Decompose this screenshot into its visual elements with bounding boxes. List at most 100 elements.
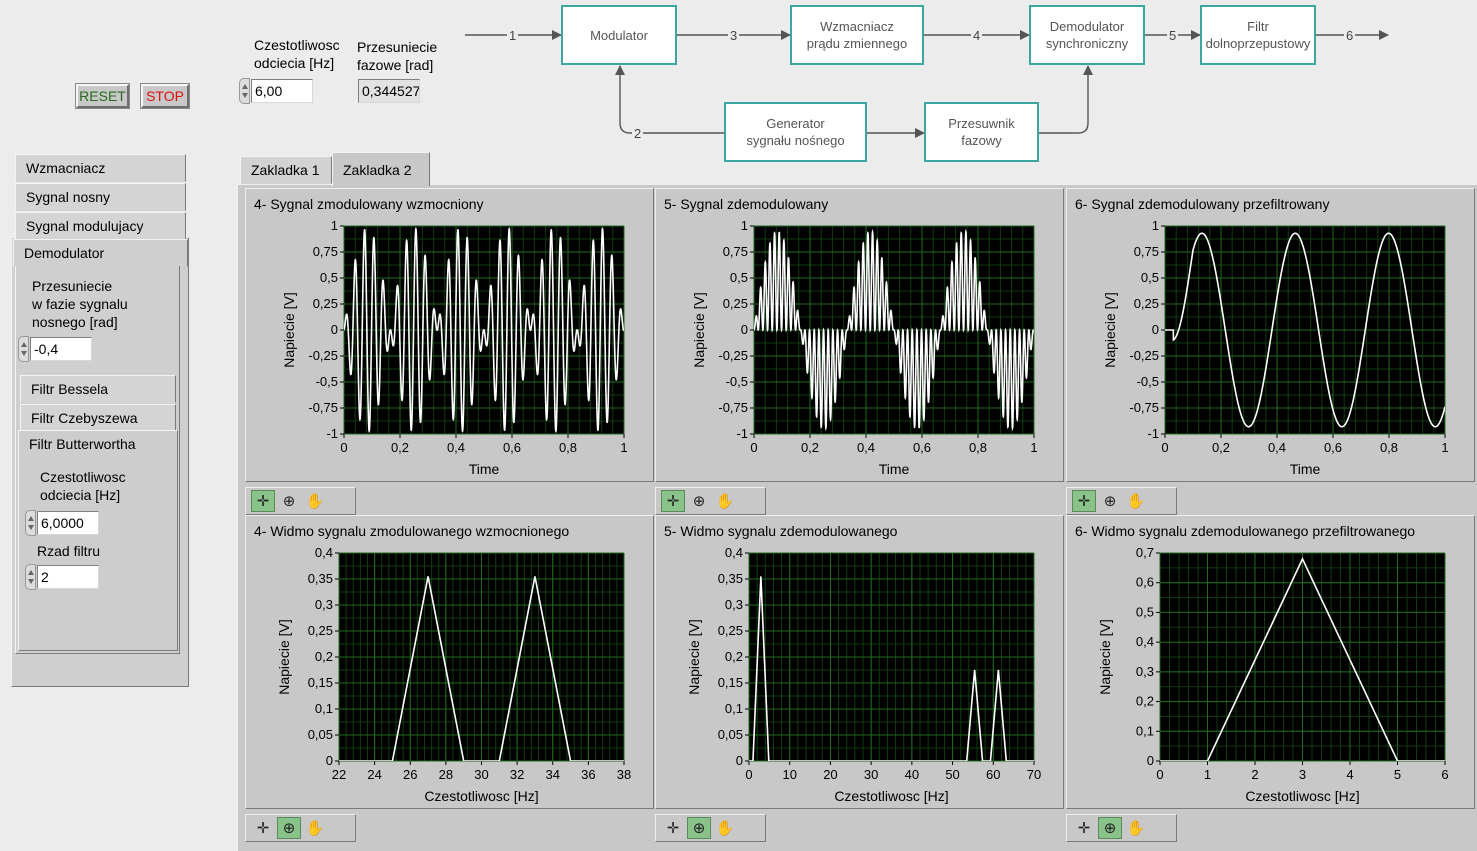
x-tick-label: 1 bbox=[620, 440, 627, 455]
cursor-cross-icon[interactable]: ✛ bbox=[661, 490, 685, 512]
y-tick-label: 0,25 bbox=[1134, 296, 1159, 311]
x-tick-label: 2 bbox=[1251, 767, 1258, 782]
tab-label: Zakladka 1 bbox=[251, 162, 320, 178]
filter-order-label: Rzad filtru bbox=[37, 543, 101, 559]
filter-order-control: 2 bbox=[25, 564, 99, 590]
x-tick-label: 24 bbox=[367, 767, 381, 782]
y-tick-label: 0,25 bbox=[723, 296, 748, 311]
arrow-label-1: 1 bbox=[507, 28, 519, 43]
sidebar-tab-wzmacniacz[interactable]: Wzmacniacz bbox=[15, 154, 186, 182]
chart-spectrum-filtered[interactable]: 0 1 2 3 4 5 6 0,7 0,6 0,5 0,4 0,3 0,2 0,1 0 Czestotliwo… bbox=[1067, 516, 1476, 810]
x-axis-label: Time bbox=[469, 461, 500, 477]
filter-tab-chebyshev[interactable]: Filtr Czebyszewa bbox=[20, 404, 176, 432]
y-axis-label: Napiecie [V] bbox=[1102, 292, 1118, 367]
x-tick-label: 0,2 bbox=[801, 440, 819, 455]
zoom-icon[interactable]: ⊕ bbox=[1103, 493, 1117, 510]
butterworth-cutoff-spin-arrows[interactable] bbox=[25, 510, 36, 536]
cutoff-control: 6,00 bbox=[239, 78, 313, 104]
cursor-cross-icon[interactable]: ✛ bbox=[256, 820, 270, 837]
x-tick-label: 0,6 bbox=[913, 440, 931, 455]
y-tick-label: -1 bbox=[1147, 426, 1159, 441]
cutoff-label-line1: Czestotliwosc bbox=[254, 37, 340, 53]
hand-pan-icon[interactable]: ✋ bbox=[1126, 820, 1146, 837]
x-tick-label: 3 bbox=[1299, 767, 1306, 782]
lowpass-label-line1: Filtr bbox=[1247, 19, 1269, 34]
x-tick-label: 0 bbox=[745, 767, 752, 782]
x-axis-label: Time bbox=[1290, 461, 1321, 477]
butterworth-panel bbox=[18, 457, 178, 651]
zoom-icon[interactable]: ⊕ bbox=[282, 493, 296, 510]
reset-button[interactable]: RESET bbox=[76, 84, 129, 108]
hand-pan-icon[interactable]: ✋ bbox=[1126, 493, 1146, 510]
series-line bbox=[1165, 232, 1445, 428]
y-tick-label: -1 bbox=[326, 426, 338, 441]
hand-pan-icon[interactable]: ✋ bbox=[715, 820, 735, 837]
cutoff-spin-arrows[interactable] bbox=[239, 78, 250, 104]
cursor-cross-icon[interactable]: ✛ bbox=[1072, 490, 1096, 512]
sidebar-tab-sygnal-nosny[interactable]: Sygnal nosny bbox=[15, 183, 186, 211]
phase-shift-indicator: 0,344527 bbox=[358, 79, 420, 103]
x-tick-label: 0,4 bbox=[857, 440, 875, 455]
y-tick-label: 0,75 bbox=[723, 244, 748, 259]
hand-pan-icon[interactable]: ✋ bbox=[715, 493, 735, 510]
graph-demodulated-filtered: 6- Sygnal zdemodulowany przefiltrowany 0… bbox=[1066, 188, 1475, 482]
cursor-cross-icon[interactable]: ✛ bbox=[666, 820, 680, 837]
sidebar-tab-sygnal-modulujacy[interactable]: Sygnal modulujacy bbox=[15, 212, 186, 240]
y-tick-label: 0,25 bbox=[313, 296, 338, 311]
filter-tab-butterworth[interactable]: Filtr Butterwortha bbox=[18, 430, 178, 458]
chart-demodulated[interactable]: 0 0,2 0,4 0,6 0,8 1 1 0,75 0,5 0,25 0 -0,25 -0,5 -0,7… bbox=[656, 189, 1065, 483]
amplifier-label-line2: prądu zmiennego bbox=[806, 36, 908, 51]
cutoff-label: Czestotliwosc odciecia [Hz] bbox=[254, 36, 340, 72]
graph-palette: ✛ ⊕ ✋ bbox=[1066, 814, 1177, 842]
phase-shifter-block: Przesuwnik fazowy bbox=[924, 102, 1039, 162]
zoom-icon[interactable]: ⊕ bbox=[1098, 817, 1122, 839]
y-tick-label: 0,15 bbox=[718, 675, 743, 690]
x-axis-label: Time bbox=[879, 461, 910, 477]
tab-zakladka-2[interactable]: Zakladka 2 bbox=[332, 152, 430, 186]
y-tick-label: 1 bbox=[331, 218, 338, 233]
y-axis-label: Napiecie [V] bbox=[281, 292, 297, 367]
hand-pan-icon[interactable]: ✋ bbox=[305, 493, 325, 510]
y-tick-label: 0,3 bbox=[315, 597, 333, 612]
y-tick-label: 0,3 bbox=[1136, 664, 1154, 679]
tab-zakladka-1[interactable]: Zakladka 1 bbox=[240, 156, 332, 184]
amplifier-label-line1: Wzmacniacz bbox=[820, 19, 894, 34]
x-tick-label: 0 bbox=[750, 440, 757, 455]
y-axis-label: Napiecie [V] bbox=[691, 292, 707, 367]
sidebar-tab-demodulator[interactable]: Demodulator bbox=[13, 239, 188, 267]
cursor-cross-icon[interactable]: ✛ bbox=[251, 490, 275, 512]
chart-spectrum-modulated[interactable]: 22 24 26 28 30 32 34 36 38 0,4 0,35 0,3 0,25 0,2 0,15 0… bbox=[246, 516, 655, 810]
filter-order-spin-arrows[interactable] bbox=[25, 564, 36, 590]
phase-carrier-label-line2: w fazie sygnalu bbox=[32, 296, 128, 312]
y-tick-label: 0,5 bbox=[320, 270, 338, 285]
y-tick-label: -0,75 bbox=[1129, 400, 1159, 415]
filter-order-input[interactable]: 2 bbox=[37, 565, 99, 589]
phase-carrier-spin-arrows[interactable] bbox=[18, 336, 29, 362]
butterworth-cutoff-input[interactable]: 6,0000 bbox=[37, 511, 99, 535]
demodulator-label-line1: Demodulator bbox=[1049, 19, 1125, 34]
butterworth-cutoff-label-line1: Czestotliwosc bbox=[40, 469, 126, 485]
graph-palette: ✛ ⊕ ✋ bbox=[245, 814, 356, 842]
cutoff-input[interactable]: 6,00 bbox=[251, 79, 313, 103]
chart-demodulated-filtered[interactable]: 0 0,2 0,4 0,6 0,8 1 1 0,75 0,5 0,25 0 -0,25 -0,5 -0,7… bbox=[1067, 189, 1476, 483]
y-tick-label: 0 bbox=[326, 753, 333, 768]
hand-pan-icon[interactable]: ✋ bbox=[305, 820, 325, 837]
x-tick-label: 0 bbox=[340, 440, 347, 455]
chart-spectrum-demodulated[interactable]: 0 10 20 30 40 50 60 70 0,4 0,35 0,3 0,25 0,2 0,15 0,1 0… bbox=[656, 516, 1065, 810]
cursor-cross-icon[interactable]: ✛ bbox=[1077, 820, 1091, 837]
phase-carrier-input[interactable]: -0,4 bbox=[30, 337, 92, 361]
demodulator-block: Demodulator synchroniczny bbox=[1029, 5, 1145, 65]
graph-palette: ✛ ⊕ ✋ bbox=[655, 487, 766, 515]
zoom-icon[interactable]: ⊕ bbox=[277, 817, 301, 839]
stop-button[interactable]: STOP bbox=[141, 84, 189, 108]
x-tick-label: 28 bbox=[439, 767, 453, 782]
filter-tab-bessel[interactable]: Filtr Bessela bbox=[20, 375, 176, 403]
y-tick-label: 0,25 bbox=[308, 623, 333, 638]
arrow-label-5: 5 bbox=[1167, 28, 1179, 43]
chart-modulated-amplified[interactable]: 0 0,2 0,4 0,6 0,8 1 1 0,75 0,5 0,25 0 -0,25 -0,5 -0,7… bbox=[246, 189, 655, 483]
y-tick-label: 0 bbox=[331, 322, 338, 337]
zoom-icon[interactable]: ⊕ bbox=[687, 817, 711, 839]
phase-carrier-label-line3: nosnego [rad] bbox=[32, 314, 118, 330]
zoom-icon[interactable]: ⊕ bbox=[692, 493, 706, 510]
butterworth-cutoff-label: Czestotliwosc odciecia [Hz] bbox=[40, 468, 126, 504]
